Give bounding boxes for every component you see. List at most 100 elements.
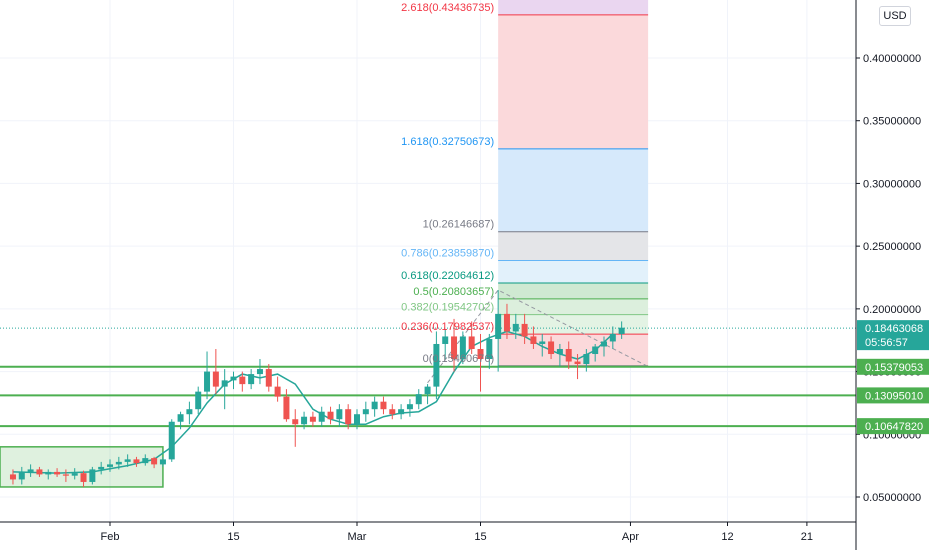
candle-body — [292, 419, 299, 425]
candle-body — [592, 346, 599, 355]
time-tick-label: 12 — [721, 531, 733, 543]
price-tick-label: 0.25000000 — [863, 241, 921, 253]
candle-body — [486, 338, 493, 360]
candle-body — [574, 361, 581, 365]
candle-body — [609, 333, 616, 342]
fib-level-label: 0.786(0.23859870) — [401, 247, 494, 259]
time-tick-label: 15 — [474, 531, 486, 543]
price-tick-label: 0.05000000 — [863, 492, 921, 504]
candle-body — [18, 471, 25, 480]
candle-body — [336, 409, 343, 420]
support-level-badge-bg — [857, 387, 929, 404]
fibonacci-extension[interactable] — [427, 0, 649, 384]
candle-body — [601, 341, 607, 347]
time-tick-label: Mar — [348, 531, 367, 543]
fib-zone — [498, 334, 649, 366]
candle-body — [424, 386, 431, 395]
fib-level-label: 0(0.15460676) — [423, 353, 495, 365]
candle-body — [62, 474, 69, 476]
candle-body — [415, 394, 422, 405]
support-level-badge: 0.15379053 — [865, 362, 923, 374]
candle-body — [451, 336, 458, 360]
fibonacci-labels: 0(0.15460676) 0.236(0.17982537) 0.382(0.19… — [401, 2, 494, 365]
candle-body — [539, 341, 546, 344]
candle-body — [318, 411, 325, 422]
fib-zone — [498, 283, 649, 299]
currency-button[interactable]: USD — [879, 6, 911, 26]
price-tick-label: 0.40000000 — [863, 53, 921, 65]
candle-body — [530, 336, 537, 344]
candle-body — [168, 421, 175, 460]
candle-body — [503, 313, 510, 332]
candle-body — [248, 374, 255, 385]
candle-body — [159, 459, 166, 465]
support-level-badge: 0.13095010 — [865, 390, 923, 402]
candle-body — [239, 376, 246, 385]
candle-body — [36, 469, 43, 475]
fib-zone — [498, 298, 649, 315]
fib-zone — [498, 314, 649, 335]
candle-body — [186, 409, 193, 415]
candle-body — [583, 354, 590, 365]
candle-body — [212, 371, 219, 387]
candle-body — [495, 313, 502, 339]
candle-body — [151, 458, 158, 465]
candle-body — [521, 323, 528, 337]
candle-body — [71, 473, 78, 476]
candle-body — [283, 396, 290, 420]
candle-body — [274, 386, 281, 397]
fib-zone — [498, 14, 649, 149]
candle-body — [204, 371, 211, 392]
candle-body — [256, 369, 263, 375]
support-level-badge-bg — [857, 418, 929, 435]
candle-body — [45, 471, 52, 475]
price-tick-label: 0.20000000 — [863, 304, 921, 316]
candle-body — [556, 348, 563, 355]
candle-body — [565, 348, 572, 362]
fib-zone — [498, 148, 649, 232]
candle-body — [354, 414, 360, 425]
fib-level-label: 0.618(0.22064612) — [401, 270, 494, 282]
price-tick-label: 0.30000000 — [863, 178, 921, 190]
candle-body — [195, 391, 202, 410]
candle-body — [433, 343, 440, 387]
candle-body — [124, 459, 131, 462]
time-tick-label: 21 — [801, 531, 813, 543]
time-tick-label: Apr — [622, 531, 639, 543]
candle-body — [442, 336, 449, 344]
candle-body — [27, 469, 34, 472]
candle-body — [98, 466, 105, 470]
candle-body — [406, 404, 413, 410]
candle-body — [142, 458, 149, 464]
price-scale-badges: 0.15379053 0.13095010 0.10647820 0.18463068… — [857, 320, 929, 435]
candle-body — [459, 336, 466, 360]
candle-body — [89, 469, 96, 482]
candle-body — [618, 327, 625, 334]
candle-body — [309, 416, 316, 422]
time-tick-label: 15 — [227, 531, 239, 543]
candle-body — [107, 464, 113, 467]
candle-body — [327, 411, 334, 420]
candle-body — [54, 471, 61, 475]
candle-body — [301, 416, 308, 425]
candle-body — [380, 401, 387, 410]
fib-level-label: 0.382(0.19542702) — [401, 302, 494, 314]
candle-body — [80, 473, 87, 482]
candle-body — [133, 459, 140, 464]
fib-level-label: 0.5(0.20803657) — [413, 286, 494, 298]
candle-body — [468, 336, 475, 349]
fib-zone — [498, 260, 649, 284]
fib-level-label: 1(0.26146687) — [423, 219, 495, 231]
candle-body — [362, 409, 369, 415]
candle-body — [177, 414, 184, 422]
candle-body — [548, 341, 555, 355]
fib-zone — [498, 231, 649, 261]
candle-body — [477, 348, 484, 360]
grid-lines — [0, 0, 856, 522]
candlesticks — [9, 290, 625, 487]
fib-level-label: 1.618(0.32750673) — [401, 136, 494, 148]
candle-body — [512, 323, 519, 332]
candle-body — [265, 369, 272, 387]
